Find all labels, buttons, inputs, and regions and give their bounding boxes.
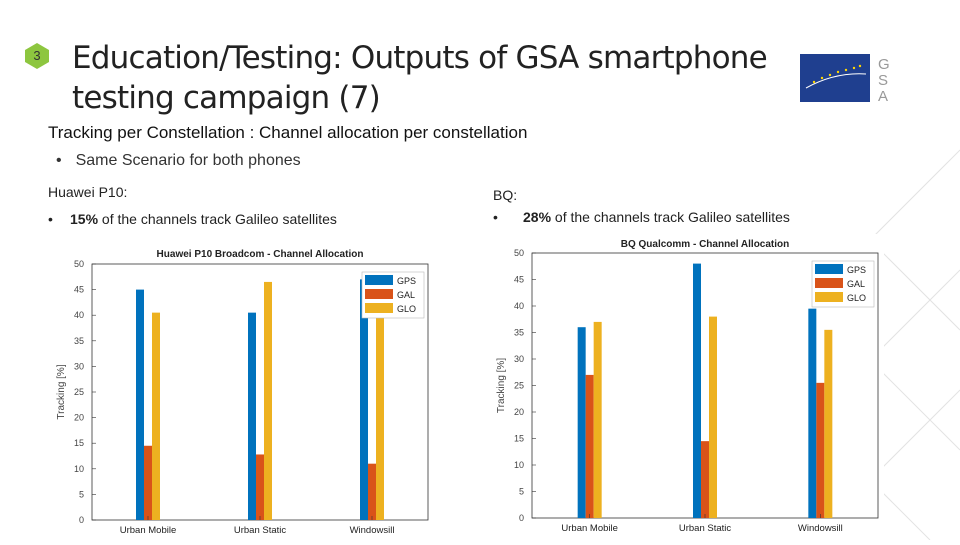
huawei-legend-swatch-gal [365,289,393,299]
bq-ytick-label: 15 [514,434,524,444]
right-bullet: • 28% of the channels track Galileo satel… [493,209,790,225]
huawei-xtick-label: Urban Static [234,525,287,536]
bq-legend-swatch-gal [815,278,843,288]
huawei-ylabel: Tracking [%] [56,364,67,419]
huawei-legend-label-glo: GLO [397,304,416,314]
chart-huawei: Huawei P10 Broadcom - Channel Allocation… [52,244,434,540]
chart-huawei-svg: Huawei P10 Broadcom - Channel Allocation… [56,249,429,536]
right-bullet-text: of the channels track Galileo satellites [551,209,790,225]
title-line-1: Education/Testing: Outputs of GSA smartp… [72,40,768,76]
huawei-bar-gal [256,454,264,520]
huawei-ytick-label: 5 [79,489,84,499]
chart-bq-svg: BQ Qualcomm - Channel Allocation 0 5 10 15 20… [496,239,879,534]
bq-ytick-label: 45 [514,275,524,285]
huawei-bar-gal [368,463,376,520]
huawei-chart-title: Huawei P10 Broadcom - Channel Allocation [157,249,364,260]
bq-bar-gal [585,374,594,518]
bq-bar-glo [709,316,717,518]
huawei-ytick-label: 35 [74,336,84,346]
left-bullet: • 15% of the channels track Galileo satel… [48,211,337,227]
bq-bar-gal [816,382,825,518]
main-bullet-text: Same Scenario for both phones [75,152,301,169]
huawei-ytick-label: 15 [74,438,84,448]
bq-bar-gal [701,441,709,518]
huawei-bar-glo [152,312,160,520]
bq-xtick-label: Windowsill [798,523,843,534]
huawei-legend-label-gps: GPS [397,276,416,286]
huawei-bar-glo [264,281,272,520]
bq-ytick-label: 35 [514,328,524,338]
left-percent: 15% [70,211,99,227]
gsa-logo: G S A [800,52,896,109]
bq-bar-gps [693,263,701,518]
bq-ytick-label: 25 [514,381,524,391]
huawei-ytick-label: 50 [74,259,84,269]
bq-xtick-label: Urban Mobile [561,523,618,534]
svg-text:G: G [878,56,890,73]
bq-ytick-label: 10 [514,460,524,470]
huawei-xtick-label: Urban Mobile [120,525,177,536]
bq-bar-glo [593,321,602,518]
title-line-2: testing campaign (7) [72,80,381,116]
bq-chart-title: BQ Qualcomm - Channel Allocation [621,239,790,250]
huawei-legend-label-gal: GAL [397,290,415,300]
huawei-ytick-label: 30 [74,361,84,371]
bq-legend-label-gal: GAL [847,279,865,289]
left-bullet-text: of the channels track Galileo satellites [98,211,337,227]
main-bullet: • Same Scenario for both phones [56,152,301,169]
right-heading: BQ: [493,187,518,203]
bq-legend-label-gps: GPS [847,265,866,275]
bq-bar-gps [808,308,817,518]
bq-xtick-label: Urban Static [679,523,732,534]
hexagon-icon [25,43,49,69]
huawei-bar-gps [248,312,256,520]
huawei-bar-gps [360,279,368,520]
bq-ytick-label: 30 [514,354,524,364]
svg-text:S: S [878,72,888,89]
huawei-xtick-label: Windowsill [350,525,395,536]
bq-ytick-label: 5 [519,487,524,497]
huawei-ytick-label: 45 [74,285,84,295]
bq-bar-glo [824,329,833,518]
subtitle: Tracking per Constellation : Channel all… [48,123,528,142]
left-heading: Huawei P10: [48,184,128,200]
huawei-bar-gal [144,445,152,520]
bq-ylabel: Tracking [%] [496,358,507,413]
bq-ytick-label: 40 [514,301,524,311]
bq-legend-swatch-gps [815,264,843,274]
huawei-ytick-label: 0 [79,515,84,525]
huawei-ytick-label: 25 [74,387,84,397]
bq-ytick-label: 0 [519,513,524,523]
huawei-ytick-label: 20 [74,413,84,423]
huawei-ytick-label: 10 [74,464,84,474]
bq-bar-gps [577,327,586,518]
bq-legend-label-glo: GLO [847,293,866,303]
page-title: Education/Testing: Outputs of GSA smartp… [72,38,772,118]
huawei-bar-glo [376,310,384,520]
bq-ytick-label: 50 [514,248,524,258]
huawei-ytick-label: 40 [74,310,84,320]
right-percent: 28% [523,209,552,225]
svg-text:A: A [878,88,888,104]
slide-number-badge: 3 [24,42,50,70]
huawei-legend-swatch-gps [365,275,393,285]
bq-ytick-label: 20 [514,407,524,417]
chart-bq: BQ Qualcomm - Channel Allocation 0 5 10 15 20… [496,234,884,540]
slide-number: 3 [33,48,41,63]
huawei-legend-swatch-glo [365,303,393,313]
bq-legend-swatch-glo [815,292,843,302]
huawei-bar-gps [136,289,144,520]
